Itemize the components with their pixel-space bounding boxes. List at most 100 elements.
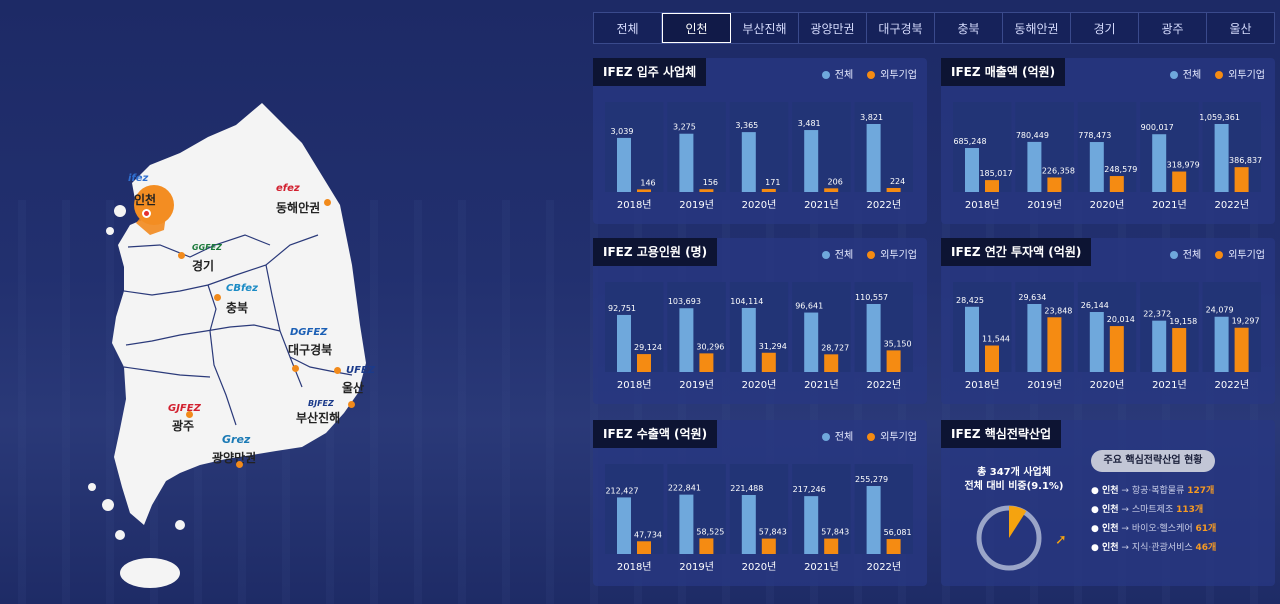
panel-title: IFEZ 연간 투자액 (억원)	[941, 238, 1092, 266]
data-label: 185,017	[979, 169, 1012, 178]
data-label: 156	[703, 178, 718, 187]
gyeonggi-marker[interactable]	[178, 252, 185, 259]
data-label: 29,634	[1018, 293, 1046, 302]
bar-foreign	[699, 353, 714, 372]
data-label: 103,693	[668, 297, 701, 306]
tab-1[interactable]: 인천	[662, 13, 731, 43]
bar-total	[1214, 124, 1229, 192]
bar-total	[804, 130, 819, 192]
map-label-chungbuk[interactable]: 충북	[226, 301, 249, 315]
chungbuk-marker[interactable]	[214, 294, 221, 301]
panel-industry: IFEZ 핵심전략산업 총 347개 사업체 전체 대비 비중(9.1%) ➚ …	[941, 420, 1275, 586]
bar-foreign	[761, 352, 776, 372]
bar-slot-bg	[854, 282, 913, 372]
tab-9[interactable]: 울산	[1229, 21, 1252, 36]
bar-slot-bg	[792, 464, 851, 554]
chart-svg: 28,425 11,544 2018년 29,634 23,848 2019년 26,144…	[953, 282, 1261, 391]
tab-2[interactable]: 부산진해	[731, 13, 799, 43]
data-label: 30,296	[696, 342, 724, 351]
legend: 전체 외투기업	[821, 66, 917, 81]
x-tick-label: 2020년	[742, 561, 777, 573]
tab-0[interactable]: 전체	[594, 13, 662, 43]
bar-foreign	[1172, 328, 1187, 372]
bar-slot-bg	[1140, 102, 1199, 192]
daegu-marker[interactable]	[292, 365, 299, 372]
bar-foreign	[637, 189, 651, 192]
gwangyang-marker[interactable]	[236, 461, 243, 468]
tab-3[interactable]: 광양만권	[799, 13, 867, 43]
gwangju-marker[interactable]	[186, 411, 193, 418]
industry-list: ● 인천 → 항공·복합물류 127개 ● 인천 → 스마트제조 113개 ● …	[1091, 482, 1216, 558]
bar-total	[1214, 316, 1229, 372]
data-label: 57,843	[821, 528, 849, 537]
bar-foreign	[886, 350, 901, 372]
ulsan-marker[interactable]	[334, 367, 341, 374]
data-label: 3,275	[673, 123, 696, 132]
bar-slot-bg	[1077, 102, 1137, 192]
x-tick-label: 2021년	[804, 379, 839, 391]
industry-status-button[interactable]: 주요 핵심전략산업 현황	[1091, 450, 1215, 472]
x-tick-label: 2022년	[866, 561, 901, 573]
donghae-marker[interactable]	[324, 199, 331, 206]
bar-total	[866, 124, 881, 192]
x-tick-label: 2022년	[866, 199, 901, 211]
bjfez-logo: BJFEZ	[308, 399, 334, 408]
bar-slot-bg	[792, 102, 851, 192]
data-label: 28,727	[821, 343, 849, 352]
data-label: 3,039	[611, 127, 634, 136]
dgfez-logo: DGFEZ	[290, 327, 328, 338]
bar-chart: 3,039 146 2018년 3,275 156 2019년 3,365 171 2020년 3…	[603, 102, 915, 218]
data-label: 248,579	[1104, 165, 1137, 174]
x-tick-label: 2020년	[742, 199, 777, 211]
bar-foreign	[637, 541, 651, 554]
bar-total	[965, 306, 979, 372]
map-label-gwangyang[interactable]: 광양만권	[212, 451, 257, 465]
tab-8[interactable]: 광주	[1139, 13, 1207, 43]
data-label: 226,358	[1042, 166, 1075, 175]
bar-chart: 92,751 29,124 2018년 103,693 30,296 2019년 104,1…	[603, 282, 915, 398]
bar-slot-bg	[729, 102, 789, 192]
bar-total	[1027, 304, 1042, 372]
bar-slot-bg	[1015, 282, 1074, 372]
map-label-gwangju[interactable]: 광주	[172, 419, 195, 433]
data-label: 31,294	[759, 342, 787, 351]
bar-total	[1152, 320, 1167, 372]
x-tick-label: 2019년	[679, 379, 714, 391]
map-label-gyeonggi[interactable]: 경기	[192, 259, 215, 273]
map-label-ulsan[interactable]: 울산	[342, 381, 365, 395]
busan-marker[interactable]	[348, 401, 355, 408]
bar-foreign	[824, 188, 839, 192]
data-label: 35,150	[884, 339, 912, 348]
map-label-incheon[interactable]: 인천	[134, 193, 157, 207]
map-label-daegu[interactable]: 대구경북	[288, 343, 333, 357]
tab-4[interactable]: 대구경북	[867, 13, 935, 43]
data-label: 217,246	[793, 485, 826, 494]
tab-6[interactable]: 동해안권	[1003, 13, 1071, 43]
data-label: 19,158	[1169, 317, 1197, 326]
data-label: 20,014	[1107, 315, 1135, 324]
map-label-busan[interactable]: 부산진해	[296, 411, 341, 425]
bar-slot-bg	[1140, 282, 1199, 372]
bar-total	[617, 137, 631, 192]
panel-companies: IFEZ 입주 사업체 전체 외투기업 3,039 146 2018년 3,275 15…	[593, 58, 927, 224]
bar-slot-bg	[605, 464, 664, 554]
data-label: 3,365	[735, 121, 758, 130]
x-tick-label: 2018년	[617, 561, 652, 573]
legend: 전체 외투기업	[1169, 66, 1265, 81]
data-label: 206	[828, 177, 843, 186]
x-tick-label: 2018년	[965, 379, 1000, 391]
list-item: ● 인천 → 바이오·헬스케어 61개	[1091, 524, 1217, 534]
tab-5[interactable]: 충북	[935, 13, 1003, 43]
bar-total	[1089, 142, 1104, 192]
bar-foreign	[886, 188, 901, 192]
bar-foreign	[699, 189, 714, 192]
legend-foreign: 외투기업	[867, 246, 917, 261]
bar-total	[679, 494, 694, 554]
bar-slot-bg	[953, 282, 1012, 372]
legend-total: 전체	[821, 428, 853, 443]
tab-7[interactable]: 경기	[1071, 13, 1139, 43]
panel-title: IFEZ 핵심전략산업	[941, 420, 1061, 448]
bar-slot-bg	[729, 282, 789, 372]
map-label-donghae[interactable]: 동해안권	[276, 201, 321, 215]
incheon-marker[interactable]	[142, 209, 151, 218]
